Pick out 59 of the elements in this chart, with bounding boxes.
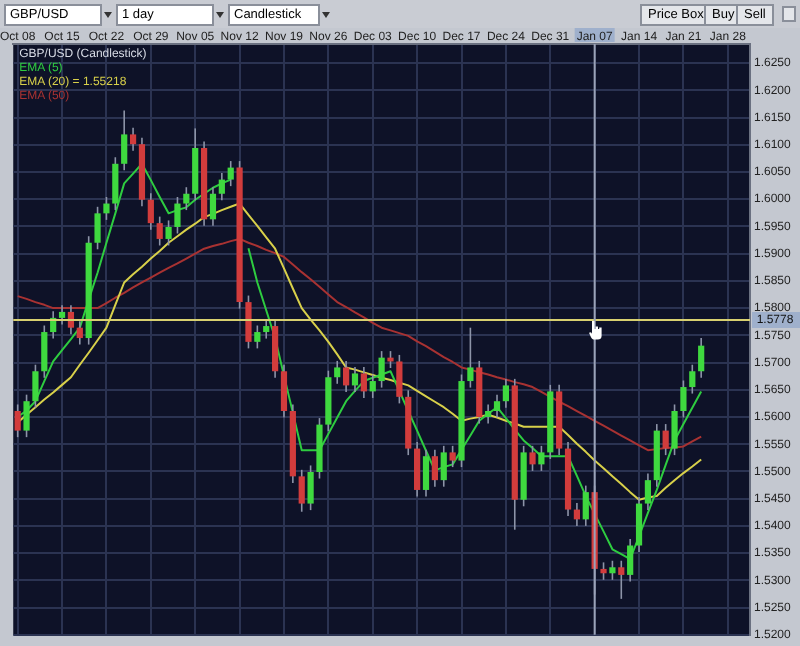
candlestick [94,206,101,251]
candlestick [209,186,217,227]
candlestick [218,172,225,202]
candlestick [689,363,696,395]
candlestick [627,538,634,583]
candlestick [156,215,163,247]
candlestick [662,423,669,456]
candlestick [192,127,199,202]
candlestick [520,445,527,508]
candlestick [112,156,119,211]
candlestick [245,294,252,350]
candlestick [343,360,350,393]
candlestick [635,496,643,553]
candlestick [582,484,589,527]
candlestick [316,417,323,480]
candlestick [422,448,430,498]
candlestick [165,219,172,247]
candlestick [431,448,438,488]
candlestick [263,318,270,340]
candlestick [538,445,545,472]
candlestick [14,403,21,438]
candlestick [396,354,403,405]
candlestick [440,445,447,488]
candlestick [644,472,652,511]
candlestick [76,320,83,346]
candlestick [485,403,492,425]
candlestick [121,109,128,172]
candlestick [271,318,279,379]
candlestick [298,469,305,513]
candlestick [58,304,66,326]
candlestick [280,363,288,419]
candlestick [698,337,705,379]
candlestick [147,192,154,231]
candlestick [378,350,385,389]
candlestick [609,559,616,581]
candlestick [307,464,314,511]
candlestick [174,196,181,235]
candlestick [41,324,48,379]
candlestick [467,326,474,389]
candlestick [502,378,509,409]
candlestick [227,160,234,187]
candlestick [23,393,30,438]
candlestick [680,379,687,419]
candlestick [103,196,110,221]
candlestick [449,445,456,468]
candlestick [334,360,341,385]
candlestick [493,393,501,419]
candlestick [32,363,39,409]
candlestick [360,366,367,399]
candlestick [618,559,625,600]
candlestick [325,369,332,432]
candlestick [254,324,261,350]
candlestick [369,373,376,399]
candlestick [529,445,536,472]
candlestick [183,186,190,211]
candlestick [414,441,421,498]
candlestick [351,366,359,393]
candlestick [671,403,678,456]
candlestick [129,127,137,152]
